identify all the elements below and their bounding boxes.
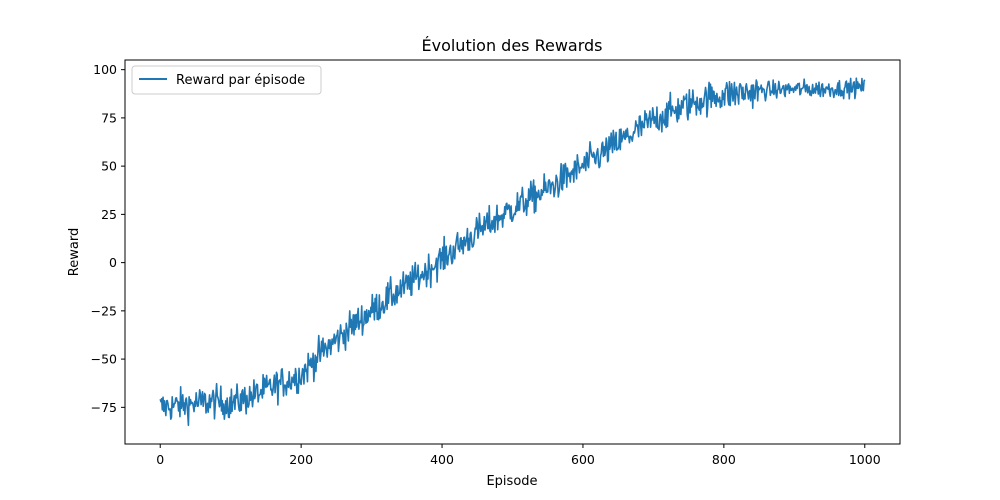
plot-frame [124,59,901,445]
y-tick-label: 100 [93,62,117,77]
y-tick-label: −50 [91,352,117,367]
legend-box [131,65,322,95]
plot-area [159,77,866,427]
x-tick-label: 800 [712,452,736,467]
x-tick-label: 200 [289,452,313,467]
y-tick-label: 75 [101,110,117,125]
y-tick-label: 0 [109,255,117,270]
x-tick-label: 600 [571,452,595,467]
legend: Reward par épisode [131,65,322,95]
y-axis-title: Reward [67,228,82,276]
y-tick-label: −75 [91,400,117,415]
y-axis: −75 −50 −25 0 25 50 75 100 [91,62,125,415]
chart-title: Évolution des Rewards [421,36,602,55]
legend-label: Reward par épisode [176,73,305,88]
series-line-reward [159,77,866,427]
y-tick-label: 25 [101,207,117,222]
y-tick-label: −25 [91,303,117,318]
x-tick-label: 0 [156,452,164,467]
x-axis-title: Episode [486,474,537,489]
x-axis: 0 200 400 600 800 1000 [156,444,881,467]
x-tick-label: 400 [430,452,454,467]
y-tick-label: 50 [101,159,117,174]
x-tick-label: 1000 [849,452,881,467]
